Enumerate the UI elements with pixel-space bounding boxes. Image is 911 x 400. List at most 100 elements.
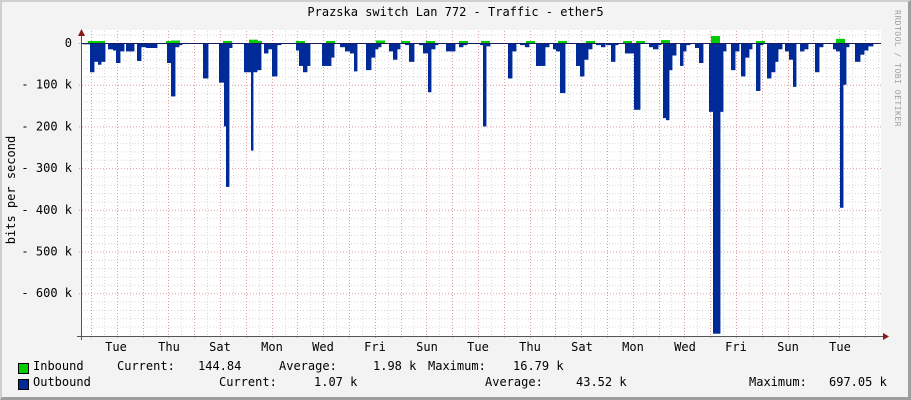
x-tick-label: Sun <box>777 340 799 354</box>
inbound-bar <box>401 41 410 43</box>
outbound-bar <box>536 43 540 66</box>
outbound-bar <box>745 43 749 58</box>
outbound-bar <box>683 43 686 52</box>
outbound-bar <box>378 43 381 48</box>
x-tick-label: Tue <box>105 340 127 354</box>
outbound-bar <box>864 43 868 51</box>
outbound-bar <box>253 43 257 73</box>
outbound-bar <box>789 43 793 60</box>
inbound-bar <box>636 41 645 43</box>
outbound-bar <box>307 43 310 66</box>
outbound-bar <box>741 43 745 77</box>
x-tick-label: Mon <box>622 340 644 354</box>
outbound-bar <box>108 43 113 50</box>
outbound-bar <box>354 43 357 72</box>
x-tick-label: Tue <box>829 340 851 354</box>
outbound-average-value: 43.52 k <box>576 375 627 389</box>
inbound-bar <box>661 40 670 43</box>
outbound-bar <box>819 43 823 48</box>
outbound-bar <box>716 43 720 334</box>
y-tick-label: - 500 k <box>21 245 72 259</box>
outbound-bar <box>431 43 435 50</box>
outbound-bar <box>666 43 669 121</box>
outbound-bar <box>815 43 819 73</box>
outbound-bar <box>731 43 735 71</box>
x-tick-label: Fri <box>364 340 386 354</box>
outbound-bar <box>860 43 864 55</box>
outbound-bar <box>98 43 101 65</box>
outbound-bar <box>116 43 120 64</box>
outbound-bar <box>855 43 860 62</box>
outbound-bar <box>423 43 428 54</box>
outbound-bar <box>615 43 618 46</box>
outbound-bar <box>244 43 248 73</box>
outbound-bar <box>540 43 545 66</box>
outbound-bar <box>611 43 615 62</box>
inbound-maximum-value: 16.79 k <box>513 359 564 373</box>
outbound-bar <box>446 43 451 52</box>
outbound-bar <box>264 43 268 54</box>
x-tick-label: Sun <box>416 340 438 354</box>
outbound-bar <box>868 43 873 47</box>
outbound-bar <box>658 43 661 46</box>
y-tick-label: 0 <box>65 36 72 50</box>
outbound-bar <box>389 43 393 52</box>
y-axis-arrow-icon <box>78 29 85 36</box>
outbound-bar <box>101 43 105 62</box>
outbound-bar <box>720 43 723 112</box>
outbound-bar <box>226 43 229 187</box>
outbound-bar <box>480 43 483 46</box>
inbound-bar <box>166 41 175 43</box>
inbound-bar <box>558 40 567 43</box>
x-tick-label: Tue <box>467 340 489 354</box>
inbound-bar <box>326 41 335 43</box>
inbound-swatch-icon <box>18 363 29 374</box>
y-tick-label: - 200 k <box>21 119 72 133</box>
rrdtool-watermark: RRDTOOL / TOBI OETIKER <box>893 10 902 127</box>
outbound-bar <box>672 43 676 56</box>
outbound-bar <box>203 43 208 79</box>
outbound-bar <box>663 43 666 119</box>
chart-title: Prazska switch Lan 772 - Traffic - ether… <box>307 5 604 19</box>
outbound-bar <box>331 43 334 58</box>
outbound-bar <box>840 43 843 208</box>
outbound-bar <box>525 43 529 48</box>
inbound-bar <box>296 41 305 43</box>
inbound-average-value: 1.98 k <box>373 359 417 373</box>
outbound-bar <box>669 43 672 71</box>
outbound-bar <box>649 43 653 48</box>
inbound-bar <box>586 41 595 43</box>
x-tick-label: Mon <box>261 340 283 354</box>
outbound-bar <box>713 43 716 334</box>
outbound-bar <box>793 43 796 87</box>
outbound-bar <box>576 43 580 66</box>
outbound-bar <box>366 43 371 71</box>
y-tick-label: - 300 k <box>21 161 72 175</box>
inbound-bar <box>376 40 385 43</box>
outbound-bar <box>419 43 423 46</box>
outbound-bar <box>405 43 409 46</box>
inbound-bar <box>426 41 435 43</box>
outbound-bar <box>709 43 713 112</box>
inbound-bar <box>756 41 765 43</box>
inbound-current-label: Current: <box>117 359 175 373</box>
outbound-bar <box>375 43 378 50</box>
inbound-average-label: Average: <box>279 359 337 373</box>
outbound-bar <box>299 43 303 66</box>
inbound-current-value: 144.84 <box>198 359 242 373</box>
y-tick-label: - 400 k <box>21 203 72 217</box>
outbound-bar <box>653 43 658 50</box>
x-tick-label: Thu <box>519 340 541 354</box>
x-tick-label: Fri <box>725 340 747 354</box>
outbound-bar <box>512 43 516 52</box>
outbound-bar <box>800 43 804 52</box>
outbound-bar <box>486 43 490 47</box>
inbound-maximum-label: Maximum: <box>428 359 486 373</box>
outbound-bar <box>229 43 232 49</box>
inbound-label: Inbound <box>33 359 84 373</box>
inbound-bar <box>171 40 180 43</box>
outbound-bar <box>340 43 345 48</box>
outbound-bar <box>268 43 272 50</box>
x-tick-label: Sat <box>209 340 231 354</box>
